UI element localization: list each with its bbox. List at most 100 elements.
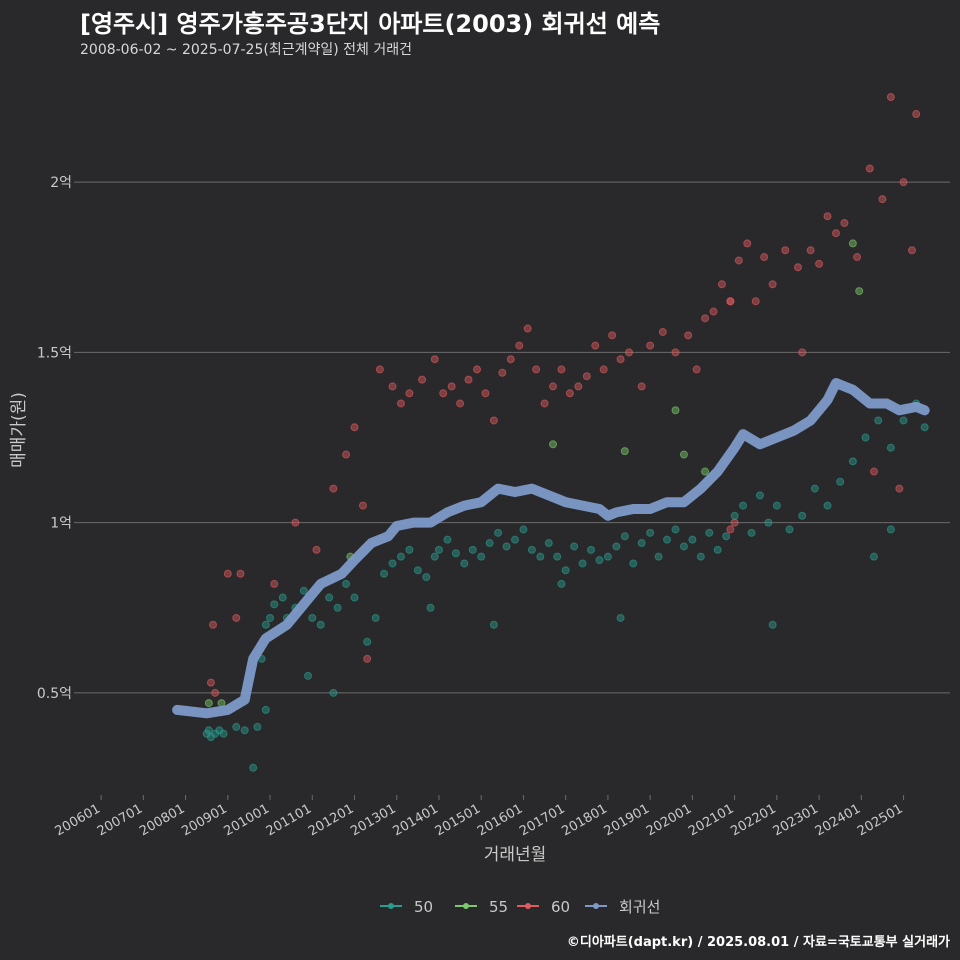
point-60 xyxy=(430,355,439,364)
point-60 xyxy=(899,178,908,187)
point-50 xyxy=(489,620,498,629)
x-tick-label: 202401 xyxy=(813,801,863,839)
x-tick-label: 202201 xyxy=(728,801,778,839)
point-50 xyxy=(747,528,756,537)
point-50 xyxy=(468,545,477,554)
point-50 xyxy=(477,552,486,561)
point-50 xyxy=(848,457,857,466)
point-50 xyxy=(755,491,764,500)
point-60 xyxy=(358,501,367,510)
point-50 xyxy=(405,545,414,554)
x-tick-label: 202001 xyxy=(644,801,694,839)
point-60 xyxy=(236,569,245,578)
point-60 xyxy=(907,246,916,255)
point-50 xyxy=(705,528,714,537)
point-60 xyxy=(671,348,680,357)
y-tick-label: 1억 xyxy=(50,516,72,532)
point-50 xyxy=(861,433,870,442)
x-tick-label: 202301 xyxy=(771,801,821,839)
point-50 xyxy=(249,763,258,772)
point-60 xyxy=(540,399,549,408)
point-60 xyxy=(481,389,490,398)
point-50 xyxy=(422,573,431,582)
point-50 xyxy=(772,501,781,510)
point-50 xyxy=(620,532,629,541)
point-60 xyxy=(405,389,414,398)
x-tick-label: 201101 xyxy=(264,801,314,839)
point-60 xyxy=(498,368,507,377)
point-50 xyxy=(460,559,469,568)
legend-label: 55 xyxy=(489,898,508,916)
point-60 xyxy=(840,219,849,227)
point-50 xyxy=(371,613,380,622)
legend-key-dot xyxy=(525,903,531,909)
regression-path xyxy=(172,378,930,719)
point-60 xyxy=(582,372,591,381)
point-50 xyxy=(637,539,646,548)
point-50 xyxy=(587,545,596,554)
point-60 xyxy=(506,355,515,364)
x-tick-label: 202501 xyxy=(855,801,905,839)
point-60 xyxy=(726,297,735,306)
point-50 xyxy=(603,552,612,561)
point-50 xyxy=(836,477,845,486)
legend-key-dot xyxy=(388,903,394,909)
point-50 xyxy=(646,528,655,537)
legend-label: 50 xyxy=(414,898,433,916)
legend-key-dot xyxy=(463,903,469,909)
x-tick-label: 201601 xyxy=(475,801,525,839)
x-tick-label: 200901 xyxy=(179,801,229,839)
footer-credit: ©디아파트(dapt.kr) / 2025.08.01 / 자료=국토교통부 실… xyxy=(566,935,950,950)
point-50 xyxy=(595,556,604,565)
y-axis-label: 매매가(원) xyxy=(9,392,29,468)
point-60 xyxy=(717,280,726,289)
point-60 xyxy=(329,484,338,493)
point-60 xyxy=(523,324,532,333)
point-60 xyxy=(823,212,832,221)
x-tick-label: 201701 xyxy=(517,801,567,839)
point-60 xyxy=(515,341,524,350)
point-50 xyxy=(663,535,672,544)
point-60 xyxy=(375,365,384,374)
point-60 xyxy=(760,253,769,262)
point-55 xyxy=(701,467,710,476)
point-50 xyxy=(899,416,908,425)
x-tick-label: 201301 xyxy=(348,801,398,839)
point-60 xyxy=(209,620,218,629)
point-55 xyxy=(549,440,558,449)
point-50 xyxy=(768,620,777,629)
point-50 xyxy=(434,545,443,554)
data-points xyxy=(202,93,929,772)
point-60 xyxy=(726,525,735,534)
point-60 xyxy=(211,688,220,697)
point-50 xyxy=(380,569,389,578)
point-50 xyxy=(920,423,929,432)
point-60 xyxy=(865,164,874,173)
point-60 xyxy=(557,365,566,374)
x-tick-label: 201401 xyxy=(390,801,440,839)
x-tick-label: 201001 xyxy=(222,801,272,839)
point-50 xyxy=(869,552,878,561)
point-60 xyxy=(781,246,790,255)
point-60 xyxy=(625,348,634,357)
point-50 xyxy=(713,545,722,554)
point-50 xyxy=(451,549,460,558)
point-50 xyxy=(240,726,249,735)
point-60 xyxy=(793,263,802,272)
x-tick-labels: 2006012007012008012009012010012011012012… xyxy=(53,795,906,839)
point-50 xyxy=(612,542,621,551)
point-50 xyxy=(413,566,422,575)
point-50 xyxy=(688,535,697,544)
point-60 xyxy=(350,423,359,432)
point-50 xyxy=(679,542,688,551)
point-50 xyxy=(316,620,325,629)
point-50 xyxy=(886,525,895,534)
point-50 xyxy=(388,559,397,568)
point-50 xyxy=(304,671,313,680)
point-50 xyxy=(696,552,705,561)
point-60 xyxy=(658,327,667,336)
point-50 xyxy=(342,579,351,588)
point-50 xyxy=(874,416,883,425)
point-60 xyxy=(591,341,600,350)
point-60 xyxy=(637,382,646,391)
